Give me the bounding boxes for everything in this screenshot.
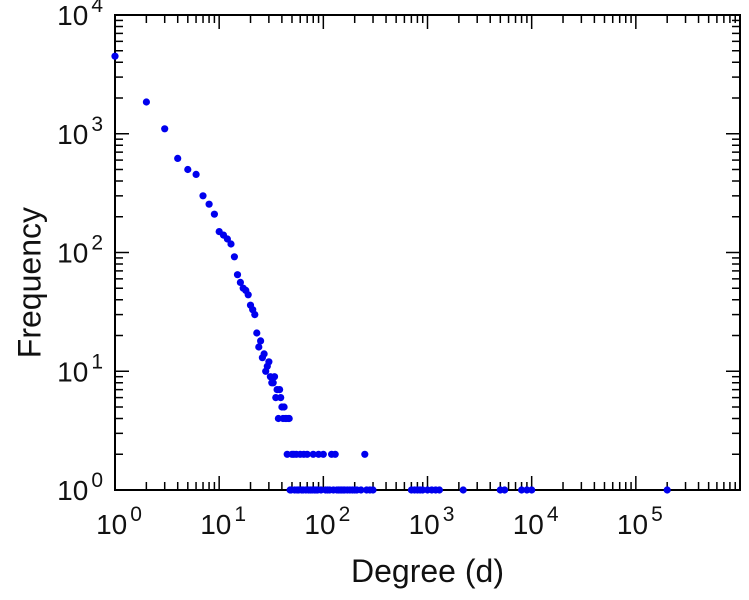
data-point <box>269 379 277 387</box>
data-point <box>518 486 526 494</box>
tick-label-x: 10 3 <box>409 503 455 540</box>
data-point <box>230 253 238 261</box>
x-axis-label: Degree (d) <box>351 553 504 589</box>
tick-label-y: 10 1 <box>57 350 103 387</box>
data-point <box>223 235 231 243</box>
tick-label-y: 10 3 <box>57 113 103 150</box>
data-point <box>270 373 279 381</box>
tick-label-x: 10 2 <box>304 503 350 540</box>
data-point <box>435 486 443 494</box>
data-point <box>277 394 285 402</box>
data-point <box>663 486 671 494</box>
data-point <box>192 170 200 178</box>
tick-label-y: 10 4 <box>57 0 103 31</box>
data-point <box>309 450 317 458</box>
tick-label-x: 10 4 <box>513 503 559 540</box>
data-point <box>276 386 284 394</box>
data-point <box>205 200 213 208</box>
data-point <box>174 154 182 162</box>
tick-label-x: 10 0 <box>96 503 142 540</box>
tick-label-x: 10 1 <box>200 503 246 540</box>
data-point <box>210 210 218 218</box>
data-point <box>255 343 263 351</box>
data-point <box>285 414 293 423</box>
data-point <box>236 278 244 286</box>
data-point <box>251 311 259 319</box>
plot-frame <box>114 14 741 491</box>
data-point <box>161 125 169 133</box>
tick-label-y: 10 2 <box>57 232 103 269</box>
y-axis-label: Frequency <box>11 207 48 359</box>
data-point <box>331 450 339 458</box>
data-point <box>260 350 268 358</box>
tick-label-x: 10 5 <box>617 503 663 540</box>
data-point <box>369 486 377 494</box>
data-point <box>357 486 365 494</box>
data-point <box>253 329 261 337</box>
data-point <box>199 192 207 200</box>
data-point <box>459 486 467 494</box>
data-point <box>361 450 369 458</box>
data-point <box>303 450 311 458</box>
data-point <box>111 52 119 60</box>
data-point <box>528 486 536 494</box>
data-point <box>233 271 242 279</box>
data-point <box>244 291 252 299</box>
data-point <box>184 165 192 174</box>
data-point <box>319 450 327 458</box>
data-point <box>265 358 273 366</box>
data-point <box>142 98 150 106</box>
tick-label-y: 10 0 <box>57 469 103 506</box>
data-point <box>501 486 509 494</box>
data-point <box>280 403 288 411</box>
data-point <box>227 240 235 248</box>
data-point <box>257 337 265 345</box>
